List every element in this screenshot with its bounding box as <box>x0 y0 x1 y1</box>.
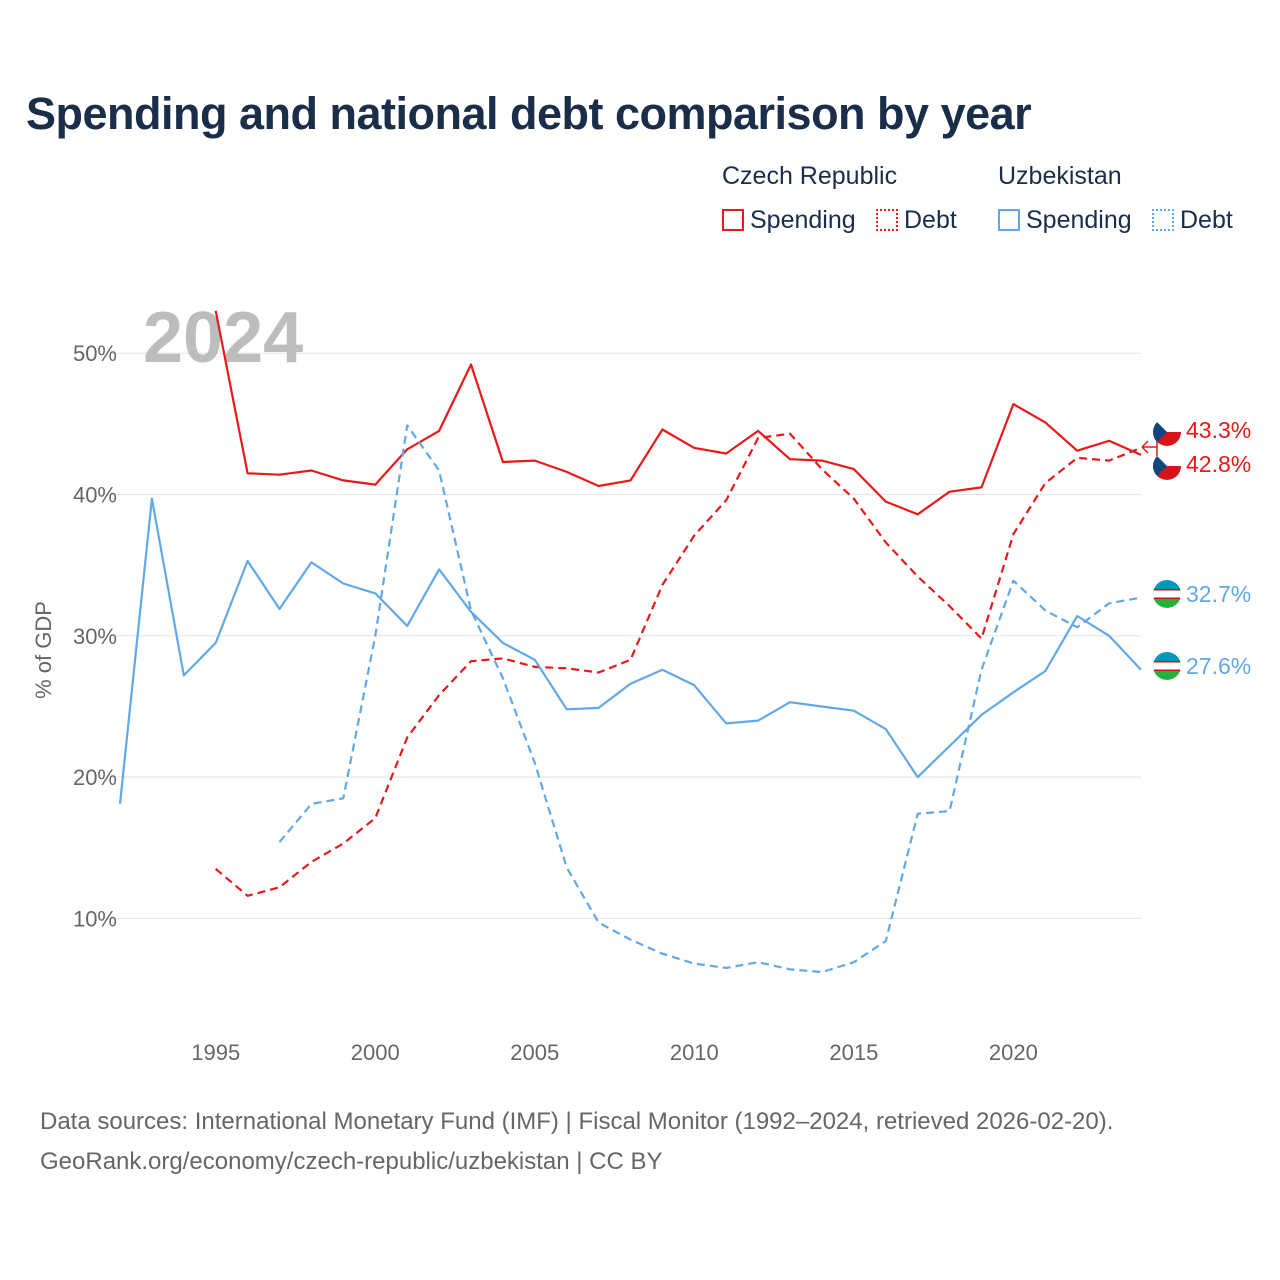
end-label-uzbekistan-debt: 32.7% <box>1186 581 1251 607</box>
grid-lines <box>112 352 1141 920</box>
y-tick-label: 30% <box>73 624 117 649</box>
legend-uzbekistan-debt[interactable]: Debt <box>1152 204 1233 236</box>
uzbekistan-flag-icon <box>1153 580 1181 608</box>
legend-uzbekistan-debt-label: Debt <box>1180 205 1233 234</box>
x-tick-label: 2000 <box>351 1040 400 1065</box>
legend-czech-debt-swatch <box>876 209 898 231</box>
legend-uzbekistan-spending-label: Spending <box>1026 205 1132 234</box>
legend-uzbekistan-debt-swatch <box>1152 209 1174 231</box>
y-tick-label: 40% <box>73 483 117 508</box>
legend-czech-spending-label: Spending <box>750 205 856 234</box>
legend-czech-debt[interactable]: Debt <box>876 204 957 236</box>
x-tick-label: 1995 <box>191 1040 240 1065</box>
series-lines <box>118 310 1142 974</box>
czech-flag-icon <box>1153 418 1181 446</box>
legend-uzbekistan-spending-swatch <box>998 209 1020 231</box>
legend-czech-spending-swatch <box>722 209 744 231</box>
czech-label-connector <box>1141 432 1158 466</box>
czech-flag-icon <box>1153 452 1181 480</box>
footer-credit: GeoRank.org/economy/czech-republic/uzbek… <box>40 1148 663 1175</box>
year-watermark: 2024 <box>143 298 303 378</box>
end-label-czech-spending: 42.8% <box>1186 451 1251 477</box>
x-tick-label: 2005 <box>510 1040 559 1065</box>
x-axis-ticks: 1995 2000 2005 2010 2015 2020 <box>191 1040 1038 1065</box>
x-tick-label: 2015 <box>829 1040 878 1065</box>
legend-uzbekistan-title: Uzbekistan <box>998 162 1122 190</box>
uzbekistan-spending-line[interactable] <box>118 497 1142 805</box>
legend-czech-spending[interactable]: Spending <box>722 204 856 236</box>
uzbekistan-flag-icon <box>1153 652 1181 680</box>
y-axis-ticks: 10% 20% 30% 40% 50% <box>73 341 117 931</box>
y-axis-label: % of GDP <box>31 601 56 699</box>
end-label-uzbekistan-spending: 27.6% <box>1186 653 1251 679</box>
y-tick-label: 50% <box>73 341 117 366</box>
uzbekistan-debt-line[interactable] <box>278 424 1142 974</box>
y-tick-label: 20% <box>73 765 117 790</box>
legend-czech-title: Czech Republic <box>722 162 898 190</box>
end-label-czech-debt: 43.3% <box>1186 417 1251 443</box>
y-tick-label: 10% <box>73 906 117 931</box>
legend-uzbekistan-spending[interactable]: Spending <box>998 204 1132 236</box>
x-tick-label: 2010 <box>670 1040 719 1065</box>
line-chart: 2024 10% 20% 30% 40% 50% 1995 2000 2005 2010 201… <box>31 298 1251 1065</box>
legend-czech-debt-label: Debt <box>904 205 957 234</box>
chart-title: Spending and national debt comparison by… <box>26 88 1032 139</box>
czech-republic-debt-line[interactable] <box>214 432 1142 897</box>
czech-republic-spending-line[interactable] <box>214 310 1142 516</box>
footer-source: Data sources: International Monetary Fun… <box>40 1108 1114 1135</box>
x-tick-label: 2020 <box>989 1040 1038 1065</box>
